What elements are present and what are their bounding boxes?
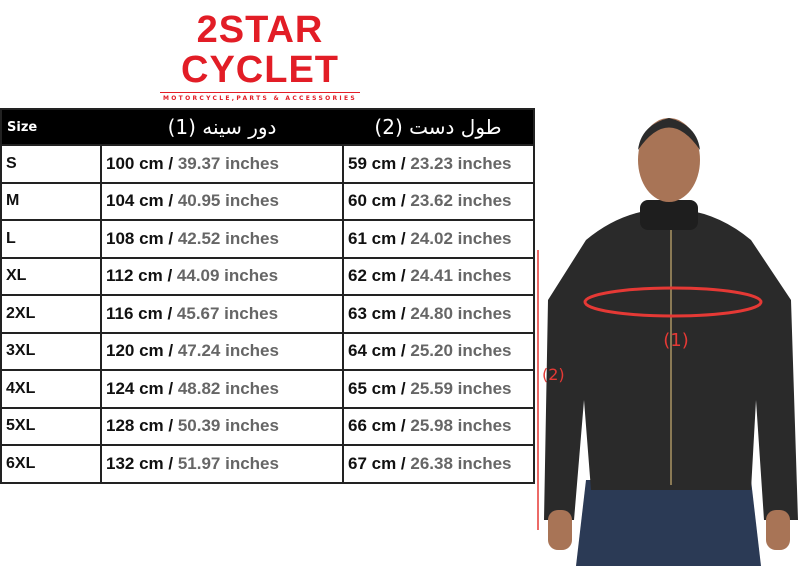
chest-cell: 116 cm / 45.67 inches [100,294,344,334]
chest-cell: 124 cm / 48.82 inches [100,369,344,409]
arm-inches: 26.38 inches [410,453,512,473]
chest-cell: 108 cm / 42.52 inches [100,219,344,259]
table-row: 6XL 132 cm / 51.97 inches 67 cm / 26.38 … [0,444,535,484]
size-cell: XL [0,256,102,296]
chest-cell: 100 cm / 39.37 inches [100,144,344,184]
chest-cm: 100 cm / [106,153,174,173]
chest-inches: 47.24 inches [177,341,279,361]
hair [638,118,700,150]
chest-cell: 104 cm / 40.95 inches [100,181,344,221]
arm-cell: 62 cm / 24.41 inches [342,256,535,296]
chest-inches: 40.95 inches [177,191,279,211]
size-cell: 4XL [0,369,102,409]
head [638,118,700,202]
table-row: L 108 cm / 42.52 inches 61 cm / 24.02 in… [0,219,535,259]
chest-cm: 124 cm / [106,378,174,398]
table-row: 5XL 128 cm / 50.39 inches 66 cm / 25.98 … [0,406,535,446]
chest-cell: 128 cm / 50.39 inches [100,406,344,446]
table-row: M 104 cm / 40.95 inches 60 cm / 23.62 in… [0,181,535,221]
left-hand [548,510,572,550]
size-cell: 6XL [0,444,102,484]
arm-inches: 24.02 inches [410,228,512,248]
arm-cm: 64 cm / [348,341,406,361]
arm-inches: 24.80 inches [410,303,512,323]
logo-tagline: MOTORCYCLE,PARTS & ACCESSORIES [160,92,360,103]
table-row: XL 112 cm / 44.09 inches 62 cm / 24.41 i… [0,256,535,296]
arm-cell: 64 cm / 25.20 inches [342,331,535,371]
brand-logo: 2STAR CYCLET MOTORCYCLE,PARTS & ACCESSOR… [160,10,360,104]
chest-inches: 42.52 inches [177,228,279,248]
chest-label: (1) [663,330,689,351]
arm-cm: 62 cm / [348,266,406,286]
arm-cell: 63 cm / 24.80 inches [342,294,535,334]
chest-inches: 44.09 inches [176,266,279,286]
header-size: Size [1,109,101,145]
arm-cell: 67 cm / 26.38 inches [342,444,535,484]
table-row: S 100 cm / 39.37 inches 59 cm / 23.23 in… [0,144,535,184]
arm-cell: 60 cm / 23.62 inches [342,181,535,221]
chest-cm: 112 cm / [106,266,173,286]
chest-inches: 48.82 inches [177,378,279,398]
arm-inches: 24.41 inches [410,266,512,286]
chest-inches: 39.37 inches [177,153,279,173]
chest-cell: 120 cm / 47.24 inches [100,331,344,371]
size-cell: M [0,181,102,221]
arm-cm: 59 cm / [348,153,406,173]
logo-line1: 2STAR [196,9,324,51]
chest-cm: 132 cm / [106,453,174,473]
table-row: 4XL 124 cm / 48.82 inches 65 cm / 25.59 … [0,369,535,409]
arm-inches: 23.23 inches [410,153,512,173]
chest-cm: 108 cm / [106,228,174,248]
chest-cm: 104 cm / [106,191,174,211]
chest-cell: 112 cm / 44.09 inches [100,256,344,296]
chest-cell: 132 cm / 51.97 inches [100,444,344,484]
size-chart-table: Size دور سینه (1) طول دست (2) S 100 cm /… [0,108,535,484]
size-cell: 5XL [0,406,102,446]
arm-cell: 66 cm / 25.98 inches [342,406,535,446]
jeans [576,480,761,566]
size-cell: L [0,219,102,259]
size-cell: 3XL [0,331,102,371]
arm-inches: 25.20 inches [410,341,512,361]
chest-cm: 120 cm / [106,341,174,361]
jacket-collar [640,200,698,230]
chest-inches: 50.39 inches [177,416,279,436]
right-hand [766,510,790,550]
jacket-model-photo: (1) (2) [537,118,798,566]
arm-cm: 60 cm / [348,191,406,211]
size-cell: 2XL [0,294,102,334]
chest-cm: 128 cm / [106,416,174,436]
arm-cell: 59 cm / 23.23 inches [342,144,535,184]
arm-cm: 67 cm / [348,453,406,473]
chest-cm: 116 cm / [106,303,173,323]
arm-inches: 23.62 inches [410,191,512,211]
size-cell: S [0,144,102,184]
arm-cell: 61 cm / 24.02 inches [342,219,535,259]
arm-inches: 25.59 inches [410,378,512,398]
table-header: Size دور سینه (1) طول دست (2) [1,109,534,145]
arm-cm: 66 cm / [348,416,406,436]
arm-cm: 61 cm / [348,228,406,248]
table-row: 2XL 116 cm / 45.67 inches 63 cm / 24.80 … [0,294,535,334]
chest-measure-arrow [583,286,763,318]
arm-inches: 25.98 inches [410,416,512,436]
logo-line2: CYCLET [181,49,339,91]
arm-cell: 65 cm / 25.59 inches [342,369,535,409]
table-row: 3XL 120 cm / 47.24 inches 64 cm / 25.20 … [0,331,535,371]
arm-label: (2) [542,365,565,384]
arm-cm: 65 cm / [348,378,406,398]
chest-inches: 45.67 inches [176,303,279,323]
chest-inches: 51.97 inches [177,453,279,473]
arm-cm: 63 cm / [348,303,406,323]
header-chest: دور سینه (1) [101,109,343,145]
header-arm: طول دست (2) [343,109,534,145]
